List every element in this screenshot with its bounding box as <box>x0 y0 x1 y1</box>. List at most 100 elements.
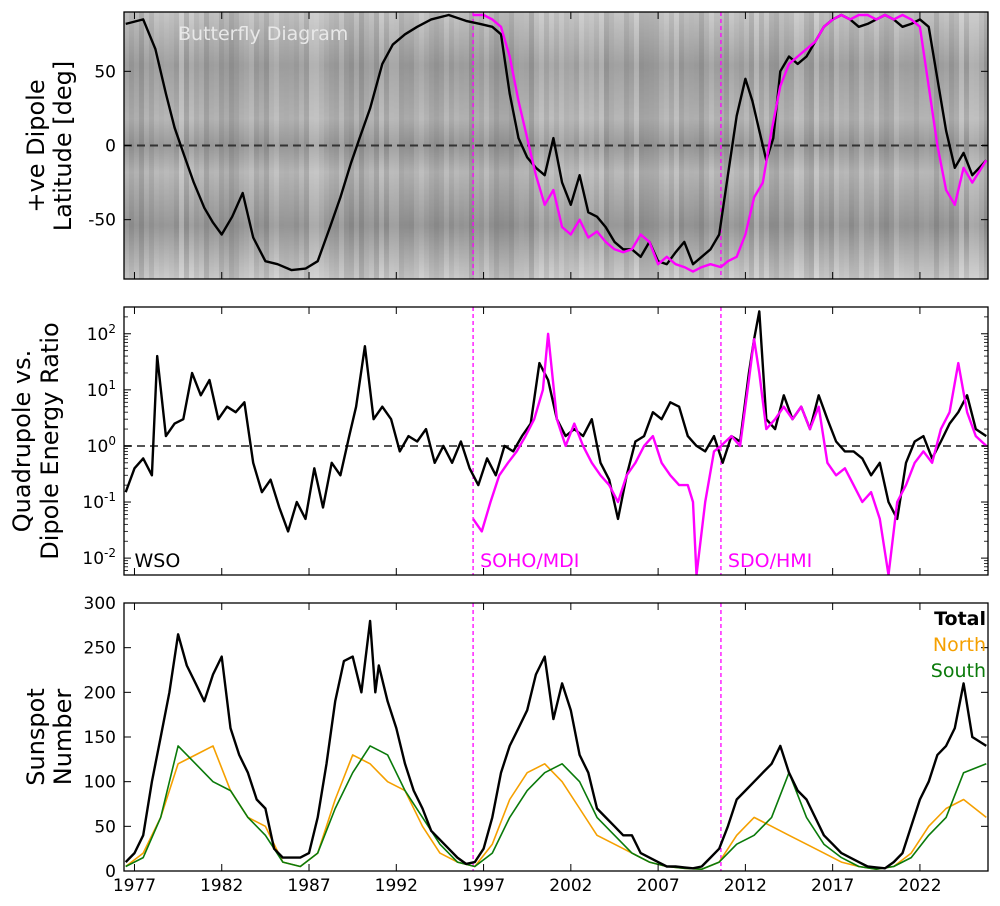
sunspot-instrument-markers <box>472 603 722 871</box>
x-tick-label: 1987 <box>287 876 330 896</box>
butterfly-stripe <box>689 12 694 279</box>
butterfly-stripe <box>924 12 929 279</box>
butterfly-stripe <box>159 12 164 279</box>
butterfly-stripe <box>379 12 384 279</box>
butterfly-stripe <box>679 12 684 279</box>
y-tick-label: 0 <box>105 862 116 882</box>
legend-entry-north: North <box>933 634 986 656</box>
x-tick-label: 1997 <box>462 876 505 896</box>
butterfly-stripe <box>404 12 409 279</box>
butterfly-stripe <box>459 12 464 279</box>
butterfly-stripe <box>329 12 334 279</box>
ratio-instrument-markers <box>472 307 722 575</box>
butterfly-stripe <box>314 12 319 279</box>
butterfly-stripe <box>224 12 229 279</box>
dipole-instrument-markers <box>472 12 722 279</box>
butterfly-stripe <box>169 12 174 279</box>
butterfly-stripe <box>264 12 269 279</box>
x-tick-label: 2007 <box>636 876 679 896</box>
ratio-y-ticks: 102 101 100 10-1 10-2 <box>82 306 988 576</box>
butterfly-stripe <box>964 12 969 279</box>
series-line-north <box>125 745 987 871</box>
butterfly-stripe <box>289 12 294 279</box>
butterfly-stripe <box>419 12 424 279</box>
sunspot-ylabel-line2: Number <box>49 689 77 786</box>
sunspot-ylabel-line1: Sunspot <box>22 688 50 786</box>
instrument-label-soho-mdi: SOHO/MDI <box>480 550 579 572</box>
y-tick-label: 101 <box>87 378 116 401</box>
sunspot-x-ticks: 1977 1982 1987 1992 1997 2002 2007 2012 2017 2022 <box>113 603 942 896</box>
dipole-ylabel-line1: +ve Dipole <box>22 79 50 212</box>
panel3-background <box>124 603 988 871</box>
butterfly-stripe <box>899 12 904 279</box>
butterfly-stripe <box>559 12 564 279</box>
butterfly-stripe <box>134 12 139 279</box>
x-tick-label: 2017 <box>811 876 854 896</box>
y-tick-label: 100 <box>84 773 116 793</box>
butterfly-stripe <box>469 12 474 279</box>
butterfly-stripe <box>744 12 749 279</box>
x-tick-label: 2012 <box>724 876 767 896</box>
butterfly-stripe <box>834 12 839 279</box>
butterfly-stripe <box>639 12 644 279</box>
ratio-series <box>124 310 988 575</box>
panel-sunspot-number: 300 250 200 150 100 50 0 1977 1982 1987 1992 1997 2… <box>22 594 989 896</box>
butterfly-stripe <box>299 12 304 279</box>
y-tick-label: 50 <box>94 817 116 837</box>
butterfly-stripe <box>794 12 799 279</box>
butterfly-stripe <box>784 12 789 279</box>
instrument-annotations: WSO SOHO/MDI SDO/HMI <box>134 550 812 572</box>
dipole-ylabel-line2: Latitude [deg] <box>49 61 77 231</box>
butterfly-stripe <box>444 12 449 279</box>
instrument-label-wso: WSO <box>134 550 180 572</box>
butterfly-stripe <box>494 12 499 279</box>
series-line-total <box>124 619 987 870</box>
legend-entry-south: South <box>931 660 986 682</box>
x-tick-label: 1977 <box>113 876 156 896</box>
legend-entry-total: Total <box>934 608 986 630</box>
butterfly-stripe <box>939 12 944 279</box>
butterfly-stripe <box>754 12 759 279</box>
sunspot-y-ticks: 300 250 200 150 100 50 0 <box>84 594 988 882</box>
butterfly-stripe <box>144 12 149 279</box>
y-tick-label: 50 <box>94 62 116 82</box>
butterfly-stripe <box>534 12 539 279</box>
ratio-ylabel-line2: Dipole Energy Ratio <box>36 322 64 559</box>
butterfly-stripe <box>949 12 954 279</box>
panel2-frame <box>123 306 989 576</box>
butterfly-stripe <box>364 12 369 279</box>
butterfly-stripe <box>599 12 604 279</box>
butterfly-stripe <box>339 12 344 279</box>
butterfly-stripe <box>874 12 879 279</box>
butterfly-stripe <box>484 12 489 279</box>
y-tick-label: 300 <box>84 594 116 614</box>
butterfly-stripe <box>884 12 889 279</box>
butterfly-stripe <box>819 12 824 279</box>
butterfly-stripe <box>429 12 434 279</box>
dipole-series <box>125 13 988 273</box>
y-tick-label: 250 <box>84 639 116 659</box>
y-tick-label: 150 <box>84 728 116 748</box>
series-line-wso <box>125 13 988 272</box>
butterfly-stripe <box>704 12 709 279</box>
butterfly-stripe <box>574 12 579 279</box>
y-tick-label: 0 <box>105 137 116 157</box>
butterfly-stripe <box>234 12 239 279</box>
butterfly-stripe <box>199 12 204 279</box>
y-tick-label: 10-2 <box>82 546 116 569</box>
dipole-y-ticks: 50 0 -50 <box>88 62 988 231</box>
panel-energy-ratio: 102 101 100 10-1 10-2 WSO SOHO/MDI SDO/HMI Qua… <box>8 306 989 576</box>
x-tick-label: 2022 <box>898 876 941 896</box>
butterfly-stripe <box>249 12 254 279</box>
x-tick-label: 1992 <box>375 876 418 896</box>
butterfly-stripe <box>274 12 279 279</box>
dipole-x-ticks <box>133 12 921 279</box>
butterfly-stripe <box>394 12 399 279</box>
butterfly-stripe <box>859 12 864 279</box>
instrument-label-sdo-hmi: SDO/HMI <box>728 550 812 572</box>
y-tick-label: -50 <box>88 211 116 231</box>
series-line-soho-mdi-sdo-hmi <box>473 13 988 273</box>
series-line-soho-mdi-sdo-hmi <box>472 332 988 575</box>
x-tick-label: 2002 <box>549 876 592 896</box>
